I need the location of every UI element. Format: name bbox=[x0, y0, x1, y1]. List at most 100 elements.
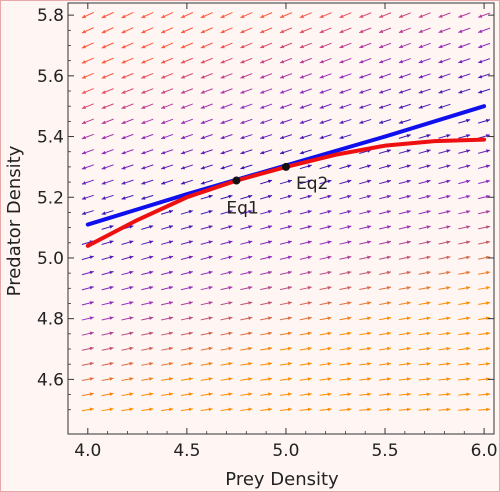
stream-arrowhead bbox=[347, 270, 352, 275]
stream-arrowhead bbox=[406, 255, 411, 260]
stream-arrowhead bbox=[141, 196, 146, 200]
stream-arrowhead bbox=[485, 240, 491, 245]
x-tick-label: 4.0 bbox=[74, 441, 101, 461]
stream-arrowhead bbox=[367, 286, 372, 290]
stream-arrowhead bbox=[486, 407, 491, 412]
stream-arrowhead bbox=[129, 270, 134, 275]
stream-arrowhead bbox=[240, 14, 245, 18]
stream-arrowhead bbox=[248, 407, 253, 412]
stream-arrowhead bbox=[260, 150, 265, 155]
stream-arrowhead bbox=[200, 44, 205, 49]
stream-arrowhead bbox=[168, 377, 174, 381]
stream-arrowhead bbox=[89, 331, 94, 336]
stream-arrowhead bbox=[129, 361, 134, 366]
stream-arrowhead bbox=[367, 225, 372, 229]
stream-arrowhead bbox=[327, 331, 332, 336]
stream-arrowhead bbox=[121, 165, 126, 170]
stream-arrowhead bbox=[299, 44, 305, 49]
stream-arrowhead bbox=[228, 301, 233, 305]
stream-arrowhead bbox=[287, 210, 292, 214]
stream-arrowhead bbox=[121, 90, 126, 94]
stream-arrowhead bbox=[485, 179, 491, 184]
stream-arrowhead bbox=[200, 75, 205, 79]
stream-arrowhead bbox=[149, 285, 154, 290]
stream-arrowhead bbox=[81, 14, 87, 18]
stream-arrowhead bbox=[367, 270, 372, 275]
stream-arrowhead bbox=[327, 255, 332, 260]
stream-arrowhead bbox=[220, 75, 225, 79]
stream-arrowhead bbox=[228, 392, 233, 397]
stream-arrowhead bbox=[180, 135, 186, 140]
stream-arrowhead bbox=[319, 59, 324, 64]
stream-arrowhead bbox=[161, 105, 166, 109]
stream-arrowhead bbox=[446, 316, 451, 321]
stream-arrowhead bbox=[280, 29, 285, 34]
axes: 4.0 4.5 5.0 5.5 6.0 4.6 4.8 5.0 5.2 5.4 5.6 5.8 bbox=[37, 3, 498, 461]
stream-arrowhead bbox=[129, 377, 134, 381]
stream-arrowhead bbox=[168, 392, 174, 396]
stream-arrowhead bbox=[327, 301, 332, 305]
stream-arrowhead bbox=[446, 377, 451, 381]
stream-arrowhead bbox=[307, 210, 312, 214]
stream-arrowhead bbox=[347, 362, 352, 366]
equilibrium-point-eq1 bbox=[232, 176, 241, 185]
stream-arrowhead bbox=[446, 407, 451, 412]
stream-arrowhead bbox=[248, 331, 253, 336]
stream-arrowhead bbox=[101, 211, 106, 215]
stream-arrowhead bbox=[180, 181, 186, 185]
stream-arrowhead bbox=[240, 150, 245, 155]
stream-arrowhead bbox=[240, 44, 245, 49]
stream-arrowhead bbox=[121, 29, 126, 34]
stream-arrowhead bbox=[367, 301, 372, 305]
stream-arrowhead bbox=[121, 120, 126, 124]
stream-arrowhead bbox=[81, 90, 87, 94]
stream-arrowhead bbox=[109, 255, 114, 260]
stream-arrowhead bbox=[248, 194, 253, 199]
stream-arrowhead bbox=[379, 59, 384, 64]
stream-arrowhead bbox=[466, 301, 471, 305]
stream-arrowhead bbox=[260, 44, 265, 49]
stream-arrowhead bbox=[240, 135, 245, 140]
stream-arrowhead bbox=[208, 194, 213, 199]
stream-arrowhead bbox=[141, 105, 146, 109]
stream-arrowhead bbox=[446, 179, 451, 184]
stream-arrowhead bbox=[81, 196, 87, 200]
y-tick-label: 4.6 bbox=[37, 370, 64, 390]
stream-arrowhead bbox=[161, 120, 166, 124]
stream-arrowhead bbox=[319, 29, 324, 33]
stream-arrowhead bbox=[89, 392, 94, 396]
stream-arrowhead bbox=[240, 59, 245, 64]
stream-arrowhead bbox=[367, 194, 372, 199]
stream-arrowhead bbox=[339, 120, 344, 124]
stream-arrowhead bbox=[109, 270, 114, 275]
stream-arrowhead bbox=[267, 225, 273, 229]
stream-arrowhead bbox=[220, 59, 225, 64]
stream-arrowhead bbox=[81, 60, 87, 64]
stream-arrowhead bbox=[466, 225, 471, 229]
stream-arrowhead bbox=[188, 377, 193, 381]
x-axis-title: Prey Density bbox=[225, 469, 339, 490]
stream-arrowhead bbox=[287, 270, 292, 275]
stream-arrowhead bbox=[426, 392, 431, 397]
stream-arrowhead bbox=[486, 301, 491, 305]
stream-arrowhead bbox=[446, 301, 451, 305]
stream-arrowhead bbox=[466, 362, 471, 366]
stream-arrowhead bbox=[287, 392, 292, 397]
stream-arrowhead bbox=[386, 210, 391, 214]
x-tick-label: 5.0 bbox=[272, 441, 299, 461]
stream-arrowhead bbox=[220, 29, 225, 34]
stream-arrowhead bbox=[307, 270, 312, 275]
stream-arrowhead bbox=[406, 194, 411, 199]
stream-arrowhead bbox=[359, 74, 364, 79]
stream-arrowhead bbox=[406, 331, 411, 336]
stream-arrowhead bbox=[347, 407, 352, 412]
stream-arrowhead bbox=[367, 346, 372, 351]
stream-arrowhead bbox=[478, 29, 483, 33]
stream-arrowhead bbox=[101, 60, 106, 64]
stream-arrowhead bbox=[287, 331, 292, 336]
stream-arrowhead bbox=[129, 316, 134, 320]
stream-arrowhead bbox=[387, 407, 391, 412]
stream-arrowhead bbox=[379, 74, 384, 79]
stream-arrowhead bbox=[307, 392, 312, 397]
stream-arrowhead bbox=[168, 316, 174, 320]
